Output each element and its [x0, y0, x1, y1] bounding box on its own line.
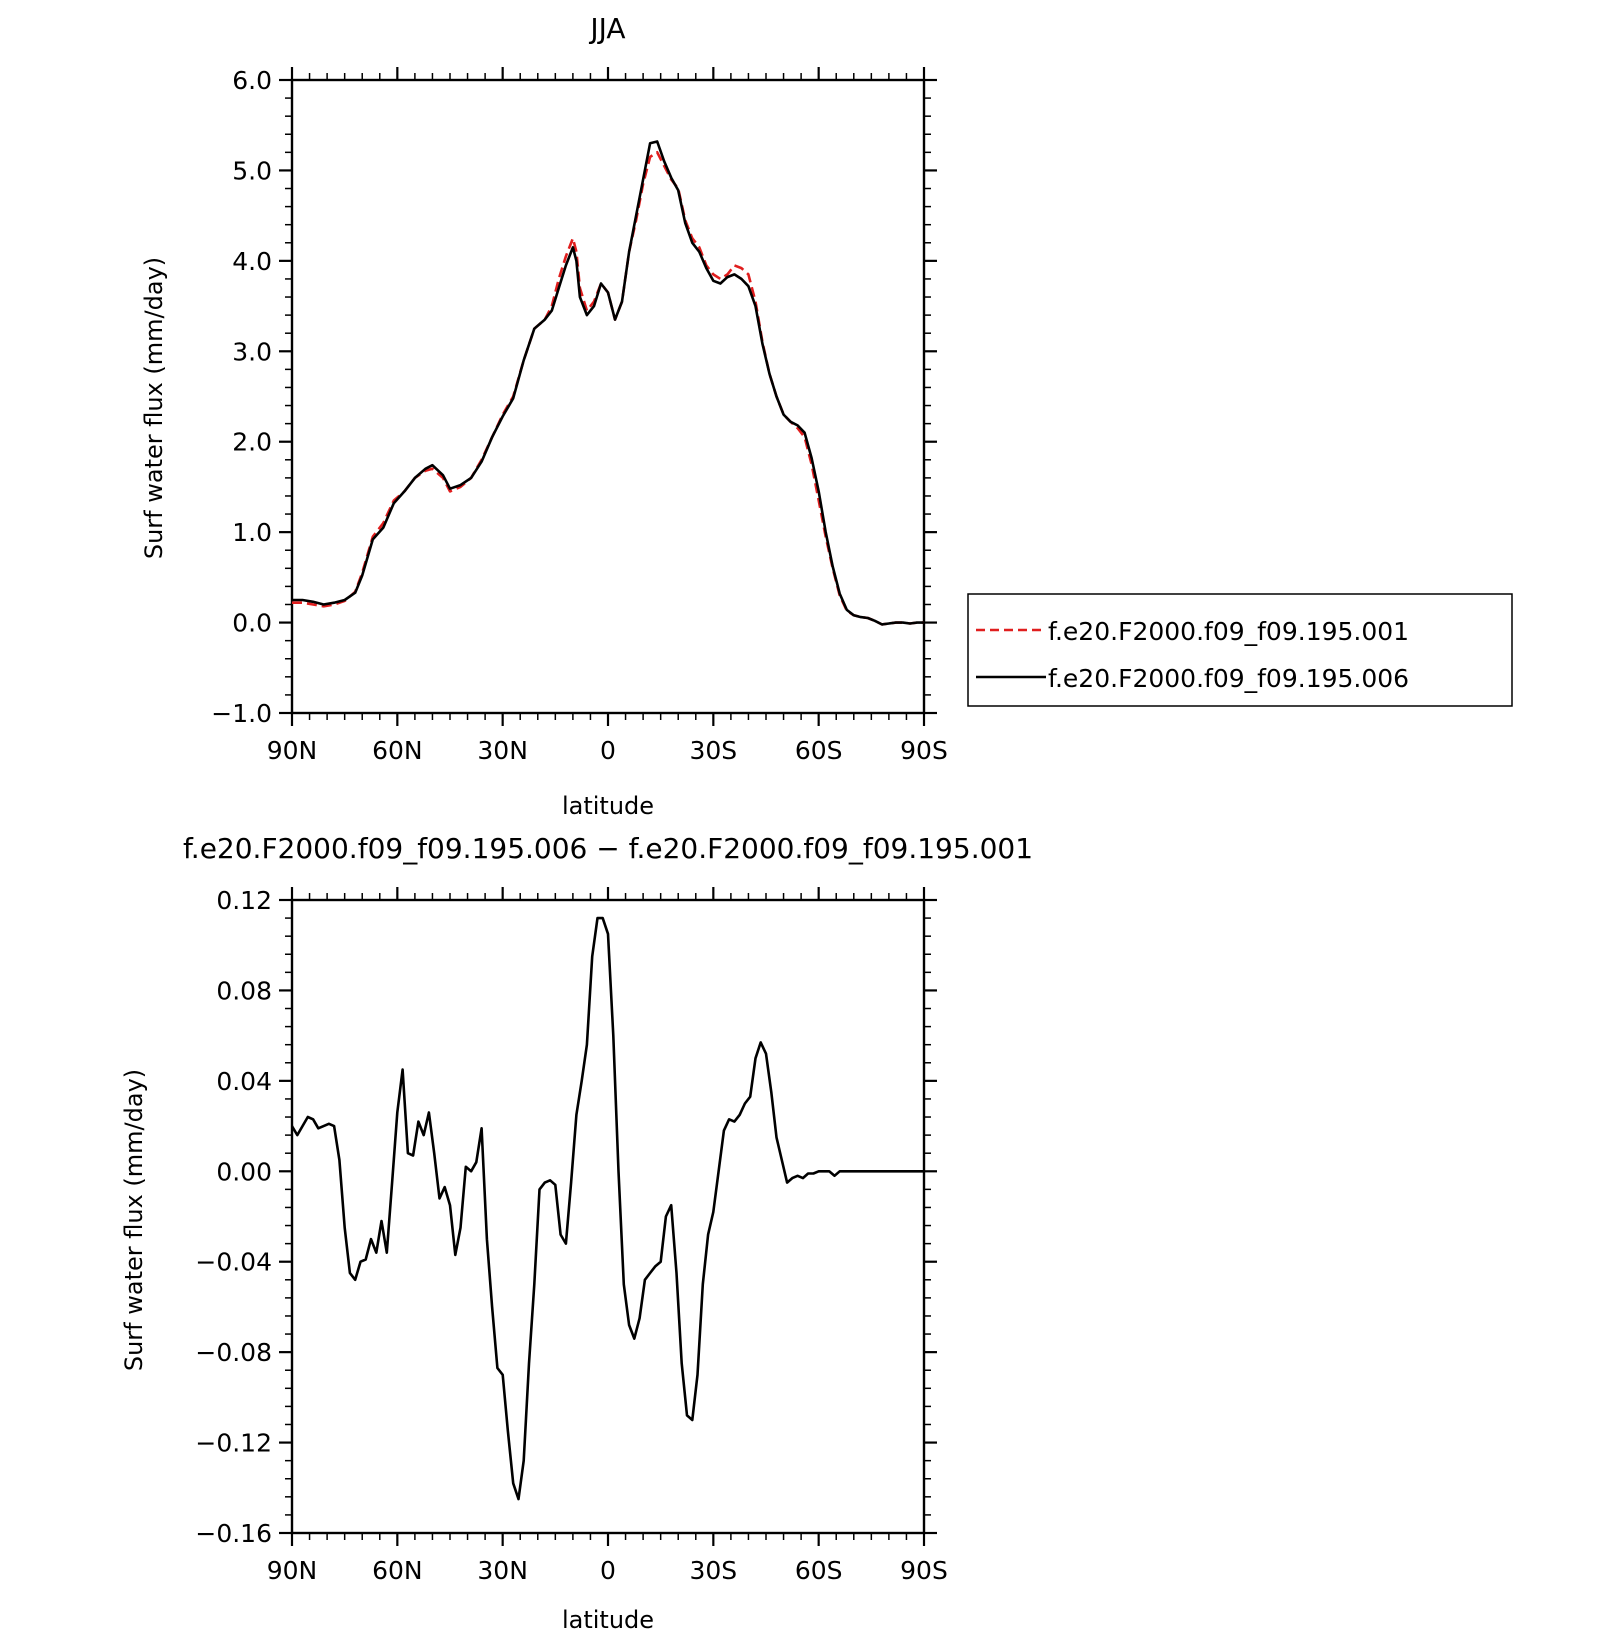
- top-y-tick-label: 2.0: [232, 428, 272, 457]
- top-y-tick-label: 0.0: [232, 609, 272, 638]
- bottom-series-line-difference: [290, 916, 924, 1501]
- bottom-x-tick-label: 30N: [477, 1556, 528, 1585]
- top-x-axis-title: latitude: [562, 792, 654, 820]
- top-plot-area: 90N 60N 30N 0 30S 60S 90S −1.0 0.0 1.0 2.0 3.0 4.0 5.…: [211, 66, 948, 765]
- top-y-axis-title: Surf water flux (mm/day): [140, 257, 168, 559]
- bottom-y-tick-label: 0.08: [216, 976, 272, 1005]
- bottom-x-tick-label: 60N: [372, 1556, 423, 1585]
- top-chart-title: JJA: [588, 12, 625, 45]
- bottom-y-tick-label: −0.04: [195, 1248, 272, 1277]
- legend: f.e20.F2000.f09_f09.195.001 f.e20.F2000.…: [967, 593, 1513, 707]
- top-y-tick-label: 5.0: [232, 156, 272, 185]
- bottom-y-tick-label: 0.12: [216, 886, 272, 915]
- bottom-chart-panel: f.e20.F2000.f09_f09.195.006 − f.e20.F200…: [120, 832, 1033, 1634]
- top-x-tick-label: 60S: [795, 736, 843, 765]
- top-y-tick-label: 4.0: [232, 247, 272, 276]
- legend-box: [967, 593, 1513, 707]
- bottom-y-tick-label: −0.16: [195, 1519, 272, 1548]
- bottom-x-axis-title: latitude: [562, 1606, 654, 1634]
- top-x-tick-label: 0: [600, 736, 616, 765]
- bottom-x-tick-label: 90S: [900, 1556, 948, 1585]
- bottom-y-tick-label: −0.08: [195, 1338, 272, 1367]
- bottom-y-tick-label: 0.04: [216, 1067, 272, 1096]
- bottom-y-tick-label: 0.00: [216, 1157, 272, 1186]
- bottom-x-tick-label: 90N: [267, 1556, 318, 1585]
- top-x-tick-label: 30S: [689, 736, 737, 765]
- top-chart-panel: JJA 90N 60N 30N 0 30S 60S 90S −1.0 0.0 1.0 2.0 3.0 4…: [140, 12, 1513, 820]
- top-y-tick-label: 1.0: [232, 518, 272, 547]
- top-x-tick-label: 90N: [267, 736, 318, 765]
- top-y-tick-label: −1.0: [211, 699, 272, 728]
- top-y-tick-label: 6.0: [232, 66, 272, 95]
- bottom-y-tick-label: −0.12: [195, 1429, 272, 1458]
- top-x-tick-label: 30N: [477, 736, 528, 765]
- bottom-x-tick-label: 0: [600, 1556, 616, 1585]
- top-x-tick-label: 90S: [900, 736, 948, 765]
- bottom-chart-title: f.e20.F2000.f09_f09.195.006 − f.e20.F200…: [183, 832, 1033, 865]
- bottom-plot-area: 90N 60N 30N 0 30S 60S 90S −0.16 −0.12 −0.08 −0.04 0…: [195, 886, 947, 1585]
- top-series-line-006: [292, 140, 924, 626]
- top-y-tick-label: 3.0: [232, 337, 272, 366]
- bottom-y-axis-title: Surf water flux (mm/day): [120, 1069, 148, 1371]
- legend-label-series-006: f.e20.F2000.f09_f09.195.006: [1048, 664, 1409, 693]
- legend-label-series-001: f.e20.F2000.f09_f09.195.001: [1048, 617, 1409, 646]
- bottom-x-tick-label: 60S: [795, 1556, 843, 1585]
- bottom-x-tick-label: 30S: [689, 1556, 737, 1585]
- top-x-tick-label: 60N: [372, 736, 423, 765]
